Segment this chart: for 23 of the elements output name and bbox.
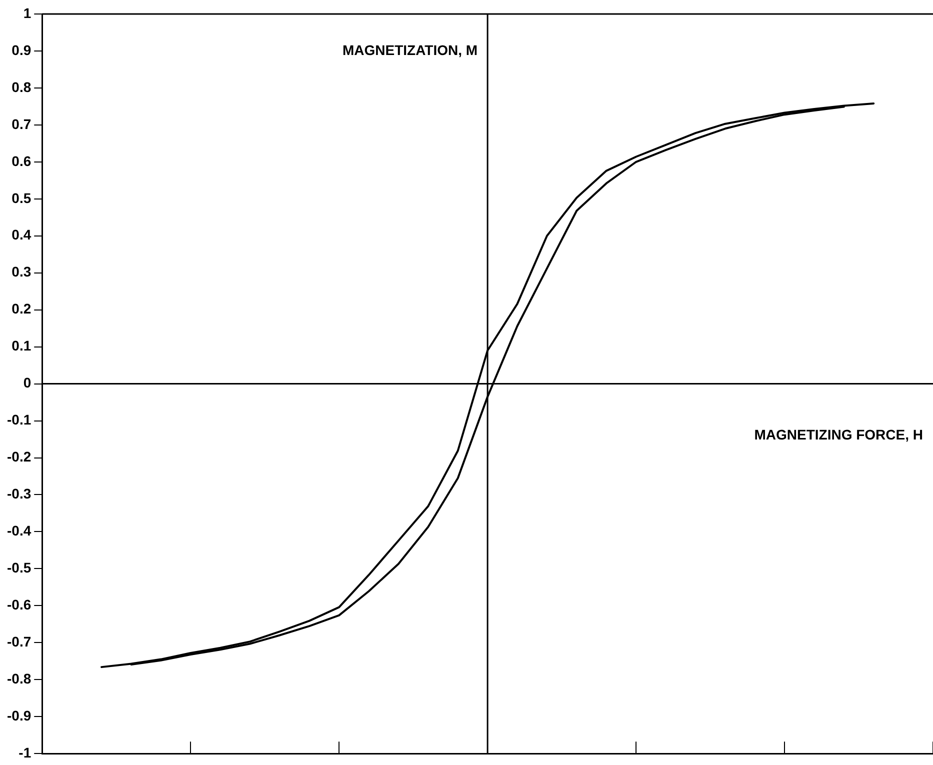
x-axis-title: MAGNETIZING FORCE, H [754,426,923,442]
y-tick-label: 1 [23,4,32,21]
y-tick-label: 0 [23,374,32,391]
y-tick-label: -1 [18,744,32,760]
y-tick-label: 0.4 [12,226,32,243]
y-tick-label: 0.8 [12,78,32,95]
y-tick-label: -0.7 [7,634,32,650]
y-tick-label: -0.5 [7,560,32,576]
y-tick-label: -0.9 [7,707,32,724]
y-tick-label: -0.4 [7,522,32,539]
y-tick-label: -0.1 [7,412,32,428]
y-tick-label: -0.6 [7,596,32,613]
y-tick-label: -0.2 [7,448,32,465]
y-tick-label: 0.7 [12,116,32,132]
y-tick-label: 0.9 [12,42,32,58]
y-tick-label: -0.8 [7,670,32,686]
y-tick-label: 0.6 [12,152,32,169]
y-tick-label: 0.5 [12,190,32,206]
y-axis-title: MAGNETIZATION, M [342,42,478,58]
y-tick-label: -0.3 [7,486,32,502]
y-tick-label: 0.2 [12,300,32,317]
y-tick-label: 0.3 [12,264,32,280]
y-tick-label: 0.1 [12,338,32,354]
